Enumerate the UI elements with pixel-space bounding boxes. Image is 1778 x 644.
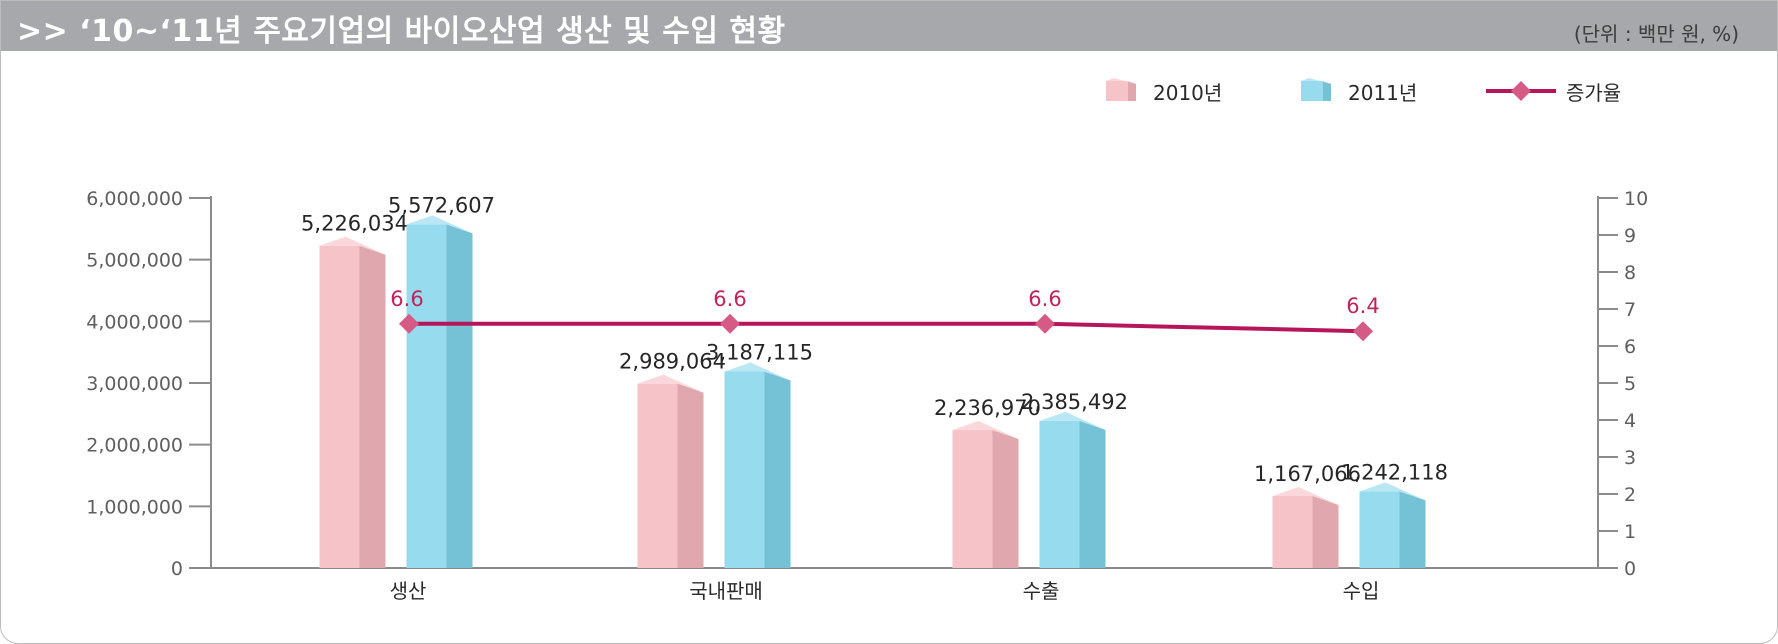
legend-line-marker bbox=[1511, 81, 1531, 101]
right-axis-tick-label: 10 bbox=[1624, 188, 1648, 210]
category-label: 생산 bbox=[390, 579, 427, 603]
category-label: 국내판매 bbox=[689, 579, 763, 603]
left-axis-tick-label: 5,000,000 bbox=[86, 250, 183, 272]
bar-2010-front bbox=[1272, 496, 1313, 568]
title-bar: >> ‘10~‘11년 주요기업의 바이오산업 생산 및 수입 현황 bbox=[1, 1, 1777, 51]
growth-rate-label: 6.6 bbox=[713, 287, 746, 311]
bar-2010-front bbox=[637, 383, 678, 568]
legend-label: 증가율 bbox=[1566, 81, 1621, 105]
bar-value-label: 5,572,607 bbox=[388, 193, 495, 217]
bar-2010-side bbox=[677, 383, 704, 568]
left-axis-tick-label: 0 bbox=[171, 558, 183, 580]
right-axis-tick-label: 0 bbox=[1624, 558, 1636, 580]
bar-2010-side bbox=[359, 245, 386, 568]
right-axis-tick-label: 5 bbox=[1624, 373, 1636, 395]
category-label: 수입 bbox=[1343, 579, 1380, 603]
bar-value-label: 2,236,970 bbox=[934, 396, 1041, 420]
bar-value-label: 1,242,118 bbox=[1341, 460, 1448, 484]
bar-2011-front bbox=[1039, 420, 1080, 568]
bar-2010-front bbox=[319, 245, 360, 568]
legend-label: 2011년 bbox=[1348, 81, 1417, 105]
bar-2011-side bbox=[1079, 420, 1106, 568]
bar-2010-front bbox=[952, 430, 993, 568]
right-axis-tick-label: 6 bbox=[1624, 336, 1636, 358]
category-label: 수출 bbox=[1023, 579, 1060, 603]
legend-swatch-2011년 bbox=[1301, 81, 1323, 101]
bar-2010-top bbox=[319, 236, 386, 255]
right-axis-tick-label: 8 bbox=[1624, 262, 1636, 284]
right-axis-tick-label: 9 bbox=[1624, 225, 1636, 247]
unit-label: (단위 : 백만 원, %) bbox=[1573, 22, 1739, 46]
bar-2010-top bbox=[637, 374, 704, 393]
legend-swatch-top bbox=[1106, 78, 1136, 84]
growth-rate-marker bbox=[720, 313, 740, 334]
right-axis-tick-label: 3 bbox=[1624, 447, 1636, 469]
bar-2011-front bbox=[1359, 491, 1400, 568]
left-axis-tick-label: 1,000,000 bbox=[86, 496, 183, 518]
bar-value-label: 2,989,064 bbox=[619, 350, 726, 374]
left-axis-tick-label: 2,000,000 bbox=[86, 435, 183, 457]
bar-2010-side bbox=[1312, 496, 1339, 568]
bar-2011-front bbox=[724, 371, 765, 568]
growth-rate-label: 6.4 bbox=[1346, 294, 1379, 318]
growth-rate-label: 6.6 bbox=[390, 287, 423, 311]
right-axis-tick-label: 4 bbox=[1624, 410, 1636, 432]
left-axis-tick-label: 4,000,000 bbox=[86, 311, 183, 333]
growth-rate-label: 6.6 bbox=[1028, 287, 1061, 311]
bar-2011-top bbox=[1359, 482, 1426, 501]
right-axis-tick-label: 1 bbox=[1624, 521, 1636, 543]
legend-swatch-side bbox=[1323, 81, 1331, 101]
bar-2011-top bbox=[1039, 411, 1106, 430]
bar-2010-top bbox=[1272, 487, 1339, 506]
bar-2011-side bbox=[1399, 491, 1426, 568]
bar-2011-side bbox=[764, 371, 791, 568]
bar-2010-top bbox=[952, 421, 1019, 440]
growth-rate-marker bbox=[1035, 313, 1055, 334]
growth-rate-line bbox=[409, 321, 1364, 334]
right-axis-tick-label: 7 bbox=[1624, 299, 1636, 321]
bar-value-label: 1,167,066 bbox=[1254, 462, 1361, 486]
legend-label: 2010년 bbox=[1153, 81, 1222, 105]
left-axis-tick-label: 6,000,000 bbox=[86, 188, 183, 210]
growth-rate-marker bbox=[1353, 321, 1373, 342]
left-axis-tick-label: 3,000,000 bbox=[86, 373, 183, 395]
bar-value-label: 2,385,492 bbox=[1021, 390, 1128, 414]
bar-2011-side bbox=[446, 224, 473, 568]
chart-title: >> ‘10~‘11년 주요기업의 바이오산업 생산 및 수입 현황 bbox=[17, 14, 786, 49]
legend-swatch-side bbox=[1128, 81, 1136, 101]
legend-swatch-top bbox=[1301, 78, 1331, 84]
growth-rate-marker bbox=[399, 313, 419, 334]
bar-value-label: 5,226,034 bbox=[301, 212, 408, 236]
bar-2010-side bbox=[992, 430, 1019, 568]
bar-2011-top bbox=[406, 215, 473, 234]
legend-swatch-2010년 bbox=[1106, 81, 1128, 101]
bar-2011-top bbox=[724, 362, 791, 381]
right-axis-tick-label: 2 bbox=[1624, 484, 1636, 506]
bar-value-label: 3,187,115 bbox=[706, 340, 813, 364]
bar-2011-front bbox=[406, 224, 447, 568]
